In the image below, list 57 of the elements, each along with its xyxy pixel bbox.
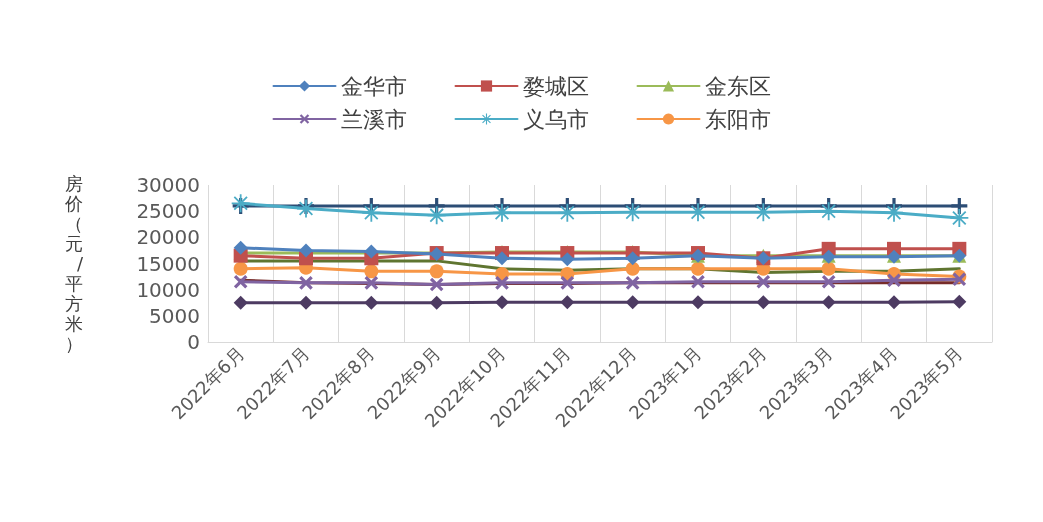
y-tick-label: 5000: [149, 303, 200, 328]
legend-label: 金华市: [340, 73, 407, 99]
legend-label: 金东区: [704, 73, 771, 99]
point: [560, 252, 575, 267]
point: [364, 264, 379, 279]
point: [299, 295, 313, 310]
legend-label: 义乌市: [522, 106, 589, 132]
text: 房价（元/平方米）: [65, 173, 83, 354]
point: [233, 295, 248, 310]
point: [233, 275, 248, 289]
point: [951, 197, 968, 214]
point: [429, 277, 444, 292]
point: [821, 275, 836, 289]
point: [495, 276, 509, 290]
point: [625, 261, 640, 276]
point: [887, 273, 901, 288]
point: [756, 275, 771, 289]
point: [821, 261, 836, 276]
point: [495, 251, 509, 266]
point: [429, 264, 444, 279]
point: [233, 261, 248, 276]
y-tick-label: 25000: [136, 199, 200, 224]
y-tick-label: 15000: [136, 251, 200, 276]
point: [558, 203, 577, 222]
point: [429, 295, 444, 310]
point: [623, 203, 642, 222]
point: [691, 295, 705, 310]
point: [625, 295, 640, 310]
point: [233, 240, 248, 255]
point: [364, 276, 379, 290]
y-tick-label: 20000: [136, 225, 200, 250]
point: [756, 295, 771, 310]
point: [495, 295, 509, 310]
y-tick-label: 10000: [136, 277, 200, 302]
point: [885, 203, 903, 222]
point: [952, 294, 967, 309]
point: [689, 203, 707, 222]
point: [691, 275, 705, 289]
y-tick-label: 0: [187, 330, 200, 354]
point: [560, 295, 575, 310]
legend-label: 东阳市: [704, 106, 771, 132]
point: [625, 276, 640, 290]
point: [560, 276, 575, 290]
point: [821, 295, 836, 310]
point: [364, 295, 379, 310]
legend-label: 兰溪市: [340, 106, 407, 132]
point: [819, 202, 838, 221]
point: [299, 276, 313, 290]
point: [887, 295, 901, 310]
point: [754, 203, 773, 222]
legend-label: 婺城区: [522, 73, 589, 99]
y-tick-label: 30000: [136, 173, 200, 197]
point: [493, 203, 511, 222]
point: [427, 206, 446, 225]
point: [362, 203, 381, 222]
point: [691, 261, 705, 276]
point: [625, 251, 640, 266]
